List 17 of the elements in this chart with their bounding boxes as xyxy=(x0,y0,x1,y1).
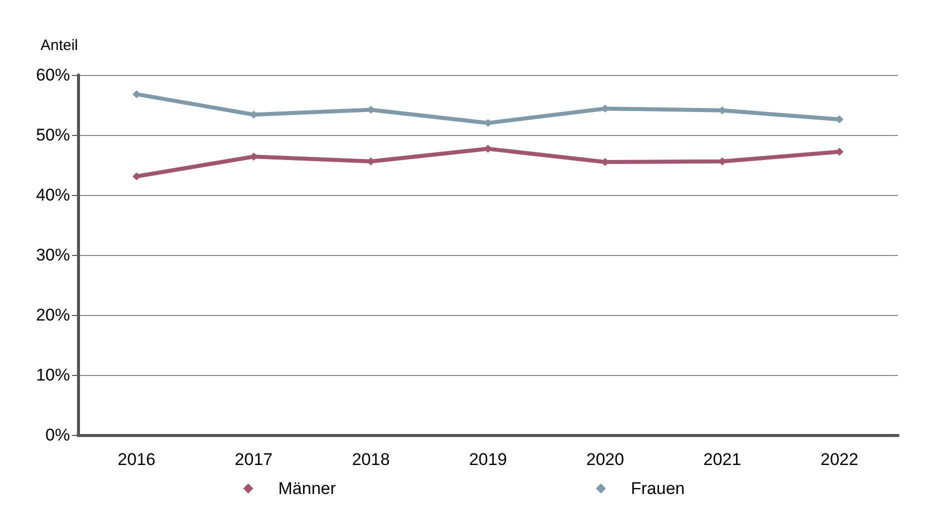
y-tick-label: 30% xyxy=(36,246,70,264)
y-tick-label: 20% xyxy=(36,306,70,324)
y-axis-title: Anteil xyxy=(40,37,78,54)
x-tick-label: 2022 xyxy=(820,450,858,469)
legend-label: Männer xyxy=(278,479,336,498)
x-tick-label: 2019 xyxy=(469,450,507,469)
legend-label: Frauen xyxy=(630,479,685,498)
y-tick-label: 10% xyxy=(36,366,70,384)
x-tick-label: 2021 xyxy=(703,450,742,469)
x-tick-label: 2020 xyxy=(586,450,624,469)
y-tick-label: 40% xyxy=(36,186,70,204)
x-tick-label: 2016 xyxy=(118,450,156,469)
y-tick-label: 0% xyxy=(45,426,70,444)
x-tick-label: 2017 xyxy=(234,450,273,469)
x-tick-label: 2018 xyxy=(352,450,390,469)
y-tick-label: 50% xyxy=(36,126,70,144)
y-tick-label: 60% xyxy=(36,66,70,84)
